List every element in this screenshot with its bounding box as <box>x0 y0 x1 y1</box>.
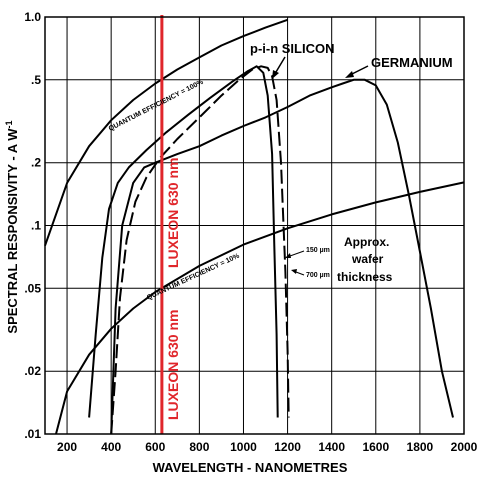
annotation-qe10: QUANTUM EFFICIENCY = 10% <box>146 252 241 301</box>
annotation-germanium: GERMANIUM <box>371 55 453 70</box>
arrow-150um <box>289 250 305 257</box>
silicon-arrow <box>275 56 286 73</box>
y-tick-label: .01 <box>24 427 41 441</box>
y-tick-label: .2 <box>31 156 41 170</box>
y-axis-title: SPECTRAL RESPONSIVITY - A W-1 <box>4 120 20 333</box>
x-tick-label-1200: 1200 <box>274 440 301 454</box>
x-tick-label-1600: 1600 <box>362 440 389 454</box>
annotation-150um: 150 µm <box>306 247 330 254</box>
arrow-700um <box>295 271 305 276</box>
germanium-arrow-head <box>345 71 354 78</box>
x-tick-label-1400: 1400 <box>318 440 345 454</box>
x-axis-title: WAVELENGTH - NANOMETRES <box>153 460 348 475</box>
y-tick-label: .5 <box>31 73 41 87</box>
y-tick-labels: .01 .02 .05 .1 .2 .5 1.0 <box>24 10 41 441</box>
y-tick-label: .05 <box>24 281 41 295</box>
germanium-arrow <box>351 65 369 75</box>
luxeon-label-lower: LUXEON 630 nm <box>165 310 181 420</box>
arrow-150um-head <box>285 253 291 258</box>
series-line-germanium <box>110 78 454 435</box>
annotation-approx-line3: thickness <box>337 270 393 284</box>
x-tick-label-200: 200 <box>57 440 77 454</box>
y-tick-label: .1 <box>31 219 41 233</box>
marker-layer: LUXEON 630 nm LUXEON 630 nm <box>160 15 181 434</box>
y-tick-label: 1.0 <box>24 10 41 24</box>
annotation-approx-line2: wafer <box>351 252 384 266</box>
y-tick-label: .02 <box>24 364 41 378</box>
annotation-silicon: p-i-n SILICON <box>250 41 335 56</box>
arrow-700um-head <box>291 269 297 274</box>
x-tick-label-1800: 1800 <box>407 440 434 454</box>
luxeon-label-upper: LUXEON 630 nm <box>165 158 181 268</box>
y-axis-title-main: SPECTRAL RESPONSIVITY - A W <box>5 128 20 334</box>
annotation-approx-line1: Approx. <box>344 235 389 249</box>
y-axis-title-sup: -1 <box>4 120 14 128</box>
x-tick-label-600: 600 <box>145 440 165 454</box>
series-line-silicon_150um <box>88 65 279 418</box>
series-layer <box>44 18 465 435</box>
series-line-qe100 <box>44 18 288 247</box>
series-line-silicon_700um <box>110 65 290 435</box>
x-tick-label-800: 800 <box>189 440 209 454</box>
x-tick-label-2000: 2000 <box>451 440 478 454</box>
x-tick-labels: 200 400 600 800 1000 1200 1400 1600 1800 2000 <box>57 440 478 454</box>
grid <box>45 16 465 435</box>
x-tick-label-400: 400 <box>101 440 121 454</box>
x-tick-label-1000: 1000 <box>230 440 257 454</box>
plot-frame <box>44 16 465 435</box>
silicon-arrow-head <box>272 70 279 79</box>
series-line-qe10 <box>55 181 465 435</box>
annotation-700um: 700 µm <box>306 272 330 279</box>
